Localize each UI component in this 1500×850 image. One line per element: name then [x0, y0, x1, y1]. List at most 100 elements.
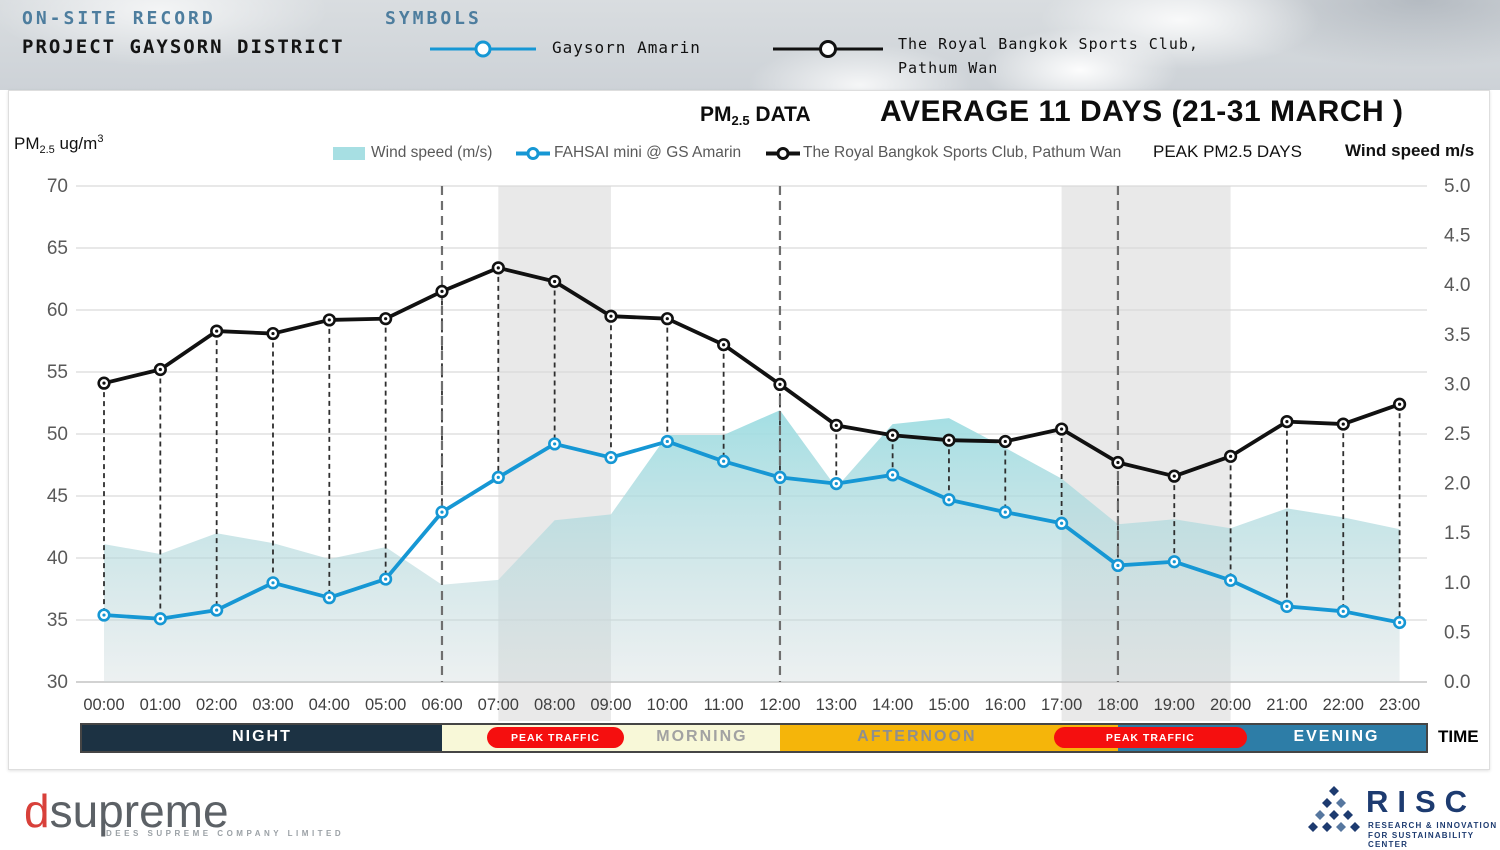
right-axis-tick-label: 4.0: [1444, 275, 1470, 296]
left-axis-tick-label: 40: [47, 548, 68, 569]
point-center-dot: [215, 608, 219, 612]
right-axis-tick-label: 3.0: [1444, 374, 1470, 395]
royal-bangkok-marker-icon: [773, 40, 883, 58]
point-center-dot: [1397, 620, 1402, 625]
point-center-dot: [834, 482, 838, 486]
gaysorn-amarin-marker-icon: [430, 40, 536, 58]
time-axis-label: TIME: [1438, 727, 1479, 746]
symbol-gaysorn-amarin-label: Gaysorn Amarin: [552, 38, 701, 57]
x-axis-tick-label: 06:00: [421, 696, 462, 714]
pm-data-heading: PM2.5 DATA: [700, 103, 811, 128]
fahsai-marker-icon: [516, 147, 550, 160]
project-title: PROJECT GAYSORN DISTRICT: [22, 36, 345, 58]
left-axis-unit-label: PM2.5 ug/m3: [14, 133, 104, 156]
point-center-dot: [891, 473, 895, 477]
point-center-dot: [609, 314, 613, 318]
right-axis-tick-label: 5.0: [1444, 176, 1470, 197]
point-center-dot: [158, 617, 162, 621]
point-center-dot: [1172, 560, 1176, 564]
point-center-dot: [1003, 510, 1007, 514]
point-center-dot: [327, 318, 331, 322]
legend-fahsai-label: FAHSAI mini @ GS Amarin: [554, 144, 742, 161]
point-center-dot: [215, 329, 219, 333]
point-center-dot: [722, 459, 726, 463]
point-center-dot: [891, 433, 895, 437]
x-axis-tick-label: 17:00: [1041, 696, 1082, 714]
point-center-dot: [1116, 460, 1120, 465]
wind-speed-axis-label: Wind speed m/s: [1345, 141, 1475, 160]
x-axis-tick-label: 02:00: [196, 696, 237, 714]
point-center-dot: [1172, 474, 1176, 478]
x-axis-tick-label: 04:00: [309, 696, 350, 714]
right-axis-tick-label: 1.5: [1444, 523, 1470, 544]
point-center-dot: [384, 577, 388, 581]
timeband-label-morning: MORNING: [656, 728, 748, 745]
x-axis-tick-label: 03:00: [252, 696, 293, 714]
point-center-dot: [102, 613, 106, 617]
point-center-dot: [665, 317, 669, 321]
x-axis-tick-label: 22:00: [1323, 696, 1364, 714]
point-center-dot: [1341, 609, 1345, 613]
wind-swatch-icon: [333, 147, 365, 160]
point-center-dot: [947, 438, 951, 442]
point-center-dot: [271, 331, 275, 336]
left-axis-tick-label: 55: [47, 362, 68, 383]
x-axis-tick-label: 19:00: [1154, 696, 1195, 714]
point-center-dot: [1229, 578, 1233, 582]
royal-marker-icon: [766, 147, 800, 160]
legend-royal-label: The Royal Bangkok Sports Club, Pathum Wa…: [803, 144, 1122, 161]
point-center-dot: [1060, 427, 1064, 431]
point-center-dot: [1341, 422, 1345, 426]
peak-traffic-pill-1: PEAK TRAFFIC: [487, 727, 624, 748]
x-axis-tick-label: 10:00: [647, 696, 688, 714]
point-center-dot: [496, 475, 500, 479]
point-center-dot: [440, 510, 444, 514]
point-center-dot: [947, 498, 951, 502]
x-axis-tick-label: 12:00: [759, 696, 800, 714]
onsite-record-label: ON-SITE RECORD: [22, 8, 216, 29]
point-center-dot: [1116, 563, 1120, 568]
legend-wind-label: Wind speed (m/s): [371, 144, 493, 161]
point-center-dot: [271, 581, 275, 585]
point-center-dot: [778, 382, 782, 386]
x-axis-tick-label: 11:00: [704, 696, 744, 714]
point-center-dot: [440, 289, 444, 293]
right-axis-tick-label: 3.5: [1444, 325, 1470, 346]
x-axis-tick-label: 15:00: [928, 696, 969, 714]
x-axis-tick-label: 14:00: [872, 696, 913, 714]
point-center-dot: [1060, 521, 1064, 525]
point-center-dot: [327, 596, 331, 600]
x-axis-tick-label: 16:00: [985, 696, 1026, 714]
right-axis-tick-label: 2.0: [1444, 474, 1470, 495]
left-axis-tick-label: 45: [47, 486, 68, 507]
point-center-dot: [553, 442, 557, 446]
timeband-segment-night: [82, 725, 444, 751]
right-axis-tick-label: 1.0: [1444, 573, 1470, 594]
left-axis-tick-label: 60: [47, 300, 68, 321]
timeband-label-evening: EVENING: [1293, 728, 1380, 745]
point-center-dot: [496, 266, 500, 270]
dsupreme-tagline: DEES SUPREME COMPANY LIMITED: [106, 829, 345, 838]
chart-title: AVERAGE 11 DAYS (21-31 MARCH ): [880, 95, 1404, 128]
pm25-line-chart: 30 35 40 45 50 55 60 65 70 5.0 4.5 4.0 3.5 3.0 2.5 2.0 1…: [47, 176, 1470, 721]
point-center-dot: [778, 475, 782, 479]
right-axis-tick-label: 0.5: [1444, 622, 1470, 643]
x-axis-tick-label: 07:00: [478, 696, 519, 714]
wind-speed-area: [104, 410, 1400, 682]
left-axis-tick-label: 35: [47, 610, 68, 631]
sky-background: ON-SITE RECORD PROJECT GAYSORN DISTRICT …: [0, 0, 1500, 90]
dsupreme-logo: dsupreme: [24, 785, 229, 837]
right-axis-tick-label: 2.5: [1444, 424, 1470, 445]
x-axis-tick-label: 21:00: [1266, 696, 1307, 714]
point-center-dot: [1285, 420, 1289, 424]
symbol-royal-bangkok-label: The Royal Bangkok Sports Club, Pathum Wa…: [898, 35, 1199, 77]
time-of-day-band: NIGHT MORNING AFTERNOON EVENING PEAK TRAFFIC…: [80, 723, 1428, 753]
point-center-dot: [1003, 439, 1007, 444]
point-center-dot: [1397, 402, 1402, 406]
royal-bangkok-line: [102, 265, 1402, 479]
peak-traffic-pill-2: PEAK TRAFFIC: [1053, 727, 1247, 748]
point-center-dot: [834, 423, 838, 427]
x-axis-tick-label: 05:00: [365, 696, 406, 714]
point-center-dot: [384, 317, 388, 321]
timeband-label-afternoon: AFTERNOON: [857, 728, 977, 745]
